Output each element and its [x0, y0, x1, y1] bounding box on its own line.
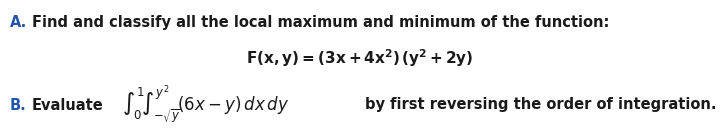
Text: A.: A.	[10, 14, 27, 30]
Text: Find and classify all the local maximum and minimum of the function:: Find and classify all the local maximum …	[32, 14, 609, 30]
Text: by first reversing the order of integration.: by first reversing the order of integrat…	[365, 98, 716, 112]
Text: Evaluate: Evaluate	[32, 98, 104, 112]
Text: $\mathbf{F(x,y) = (3x + 4x^2)\,(y^2 + 2y)}$: $\mathbf{F(x,y) = (3x + 4x^2)\,(y^2 + 2y…	[246, 47, 474, 69]
Text: $\int_0^1\!\int_{-\sqrt{y}}^{y^2}\!(6x - y)\,dx\,dy$: $\int_0^1\!\int_{-\sqrt{y}}^{y^2}\!(6x -…	[122, 84, 289, 126]
Text: B.: B.	[10, 98, 27, 112]
